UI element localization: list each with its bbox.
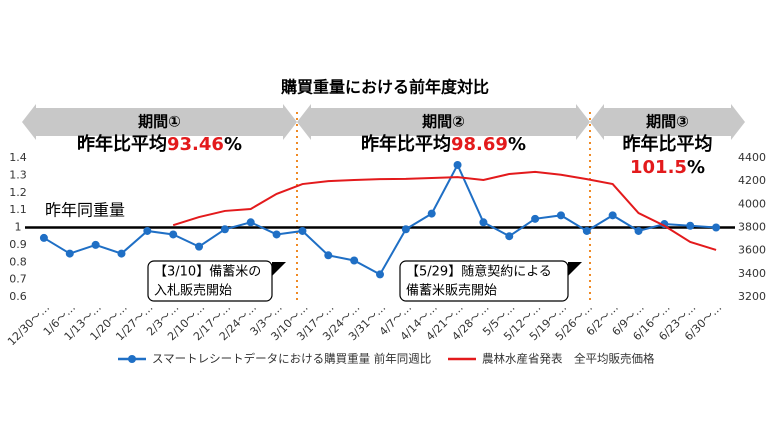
data-point xyxy=(246,218,255,227)
callout-pointer xyxy=(568,262,582,276)
callout-box xyxy=(399,260,569,302)
y2-tick-label: 4000 xyxy=(738,197,766,210)
data-point xyxy=(324,251,333,260)
y-tick-label: 0.6 xyxy=(9,290,27,303)
legend-label: 農林水産省発表 全平均販売価格 xyxy=(482,352,655,366)
y2-tick-label: 4400 xyxy=(738,151,766,164)
chart-title: 購買重量における前年度対比 xyxy=(280,78,489,97)
data-point xyxy=(376,270,384,279)
period-label: 期間③ xyxy=(646,113,689,131)
callout-text: 【5/29】随意契約による xyxy=(406,264,552,280)
data-point xyxy=(505,232,514,241)
period-average: 101.5% xyxy=(630,157,705,178)
data-point xyxy=(117,249,126,258)
average-text: 昨年比平均 xyxy=(623,133,713,155)
series-line xyxy=(172,170,717,251)
y-tick-label: 1.3 xyxy=(9,168,27,181)
data-point xyxy=(712,223,721,232)
reference-label: 昨年同重量 xyxy=(45,201,125,220)
y-tick-label: 0.9 xyxy=(9,238,27,251)
period-average: 昨年比平均93.46% xyxy=(77,133,242,155)
average-unit: % xyxy=(687,157,705,178)
data-point xyxy=(143,226,152,235)
average-value: 98.69 xyxy=(451,134,508,155)
data-point xyxy=(634,226,643,235)
y-tick-label: 1.4 xyxy=(9,151,27,164)
data-point xyxy=(272,230,281,239)
average-unit: % xyxy=(508,134,526,155)
callout-text: 備蓄米販売開始 xyxy=(406,283,497,299)
legend-label: スマートレシートデータにおける購買重量 前年同週比 xyxy=(152,352,431,366)
average-text: 昨年比平均 xyxy=(361,133,451,155)
data-point xyxy=(556,211,565,220)
y-tick-label: 1.1 xyxy=(9,203,27,216)
callout-box xyxy=(147,260,273,302)
data-point xyxy=(220,225,229,234)
data-point xyxy=(298,226,307,235)
legend-marker xyxy=(128,355,136,363)
data-point xyxy=(479,218,488,227)
average-unit: % xyxy=(224,134,242,155)
y-tick-label: 1.2 xyxy=(9,186,27,199)
period-label: 期間① xyxy=(138,113,181,131)
y2-tick-label: 3200 xyxy=(738,290,766,303)
data-point xyxy=(169,230,178,239)
y2-tick-label: 3800 xyxy=(738,221,766,234)
average-value: 101.5 xyxy=(630,157,687,178)
data-point xyxy=(608,211,617,220)
period-label: 期間② xyxy=(422,113,465,131)
average-text: 昨年比平均 xyxy=(77,133,167,155)
data-point xyxy=(531,214,540,223)
period-arrow xyxy=(590,104,745,140)
y2-tick-label: 3400 xyxy=(738,267,766,280)
period-arrow xyxy=(297,104,590,140)
data-point xyxy=(453,160,462,169)
y-tick-label: 0.8 xyxy=(9,255,27,268)
y2-tick-label: 4200 xyxy=(738,174,766,187)
callout-text: 入札販売開始 xyxy=(154,283,232,299)
data-point xyxy=(91,240,100,249)
period-arrow xyxy=(22,104,297,140)
data-point xyxy=(65,249,74,258)
y-tick-label: 0.7 xyxy=(9,273,27,286)
data-point xyxy=(39,233,48,242)
period-average: 昨年比平均98.69% xyxy=(361,133,526,155)
callout-text: 【3/10】備蓄米の xyxy=(154,264,261,280)
data-point xyxy=(686,221,695,230)
y-tick-label: 1 xyxy=(15,221,22,234)
average-value: 93.46 xyxy=(167,134,224,155)
data-point xyxy=(350,256,359,265)
data-point xyxy=(195,242,204,251)
callout-pointer xyxy=(272,262,286,276)
data-point xyxy=(401,225,410,234)
y2-tick-label: 3600 xyxy=(738,244,766,257)
period-average: 昨年比平均 xyxy=(623,133,713,155)
data-point xyxy=(582,226,591,235)
data-point xyxy=(427,209,436,218)
